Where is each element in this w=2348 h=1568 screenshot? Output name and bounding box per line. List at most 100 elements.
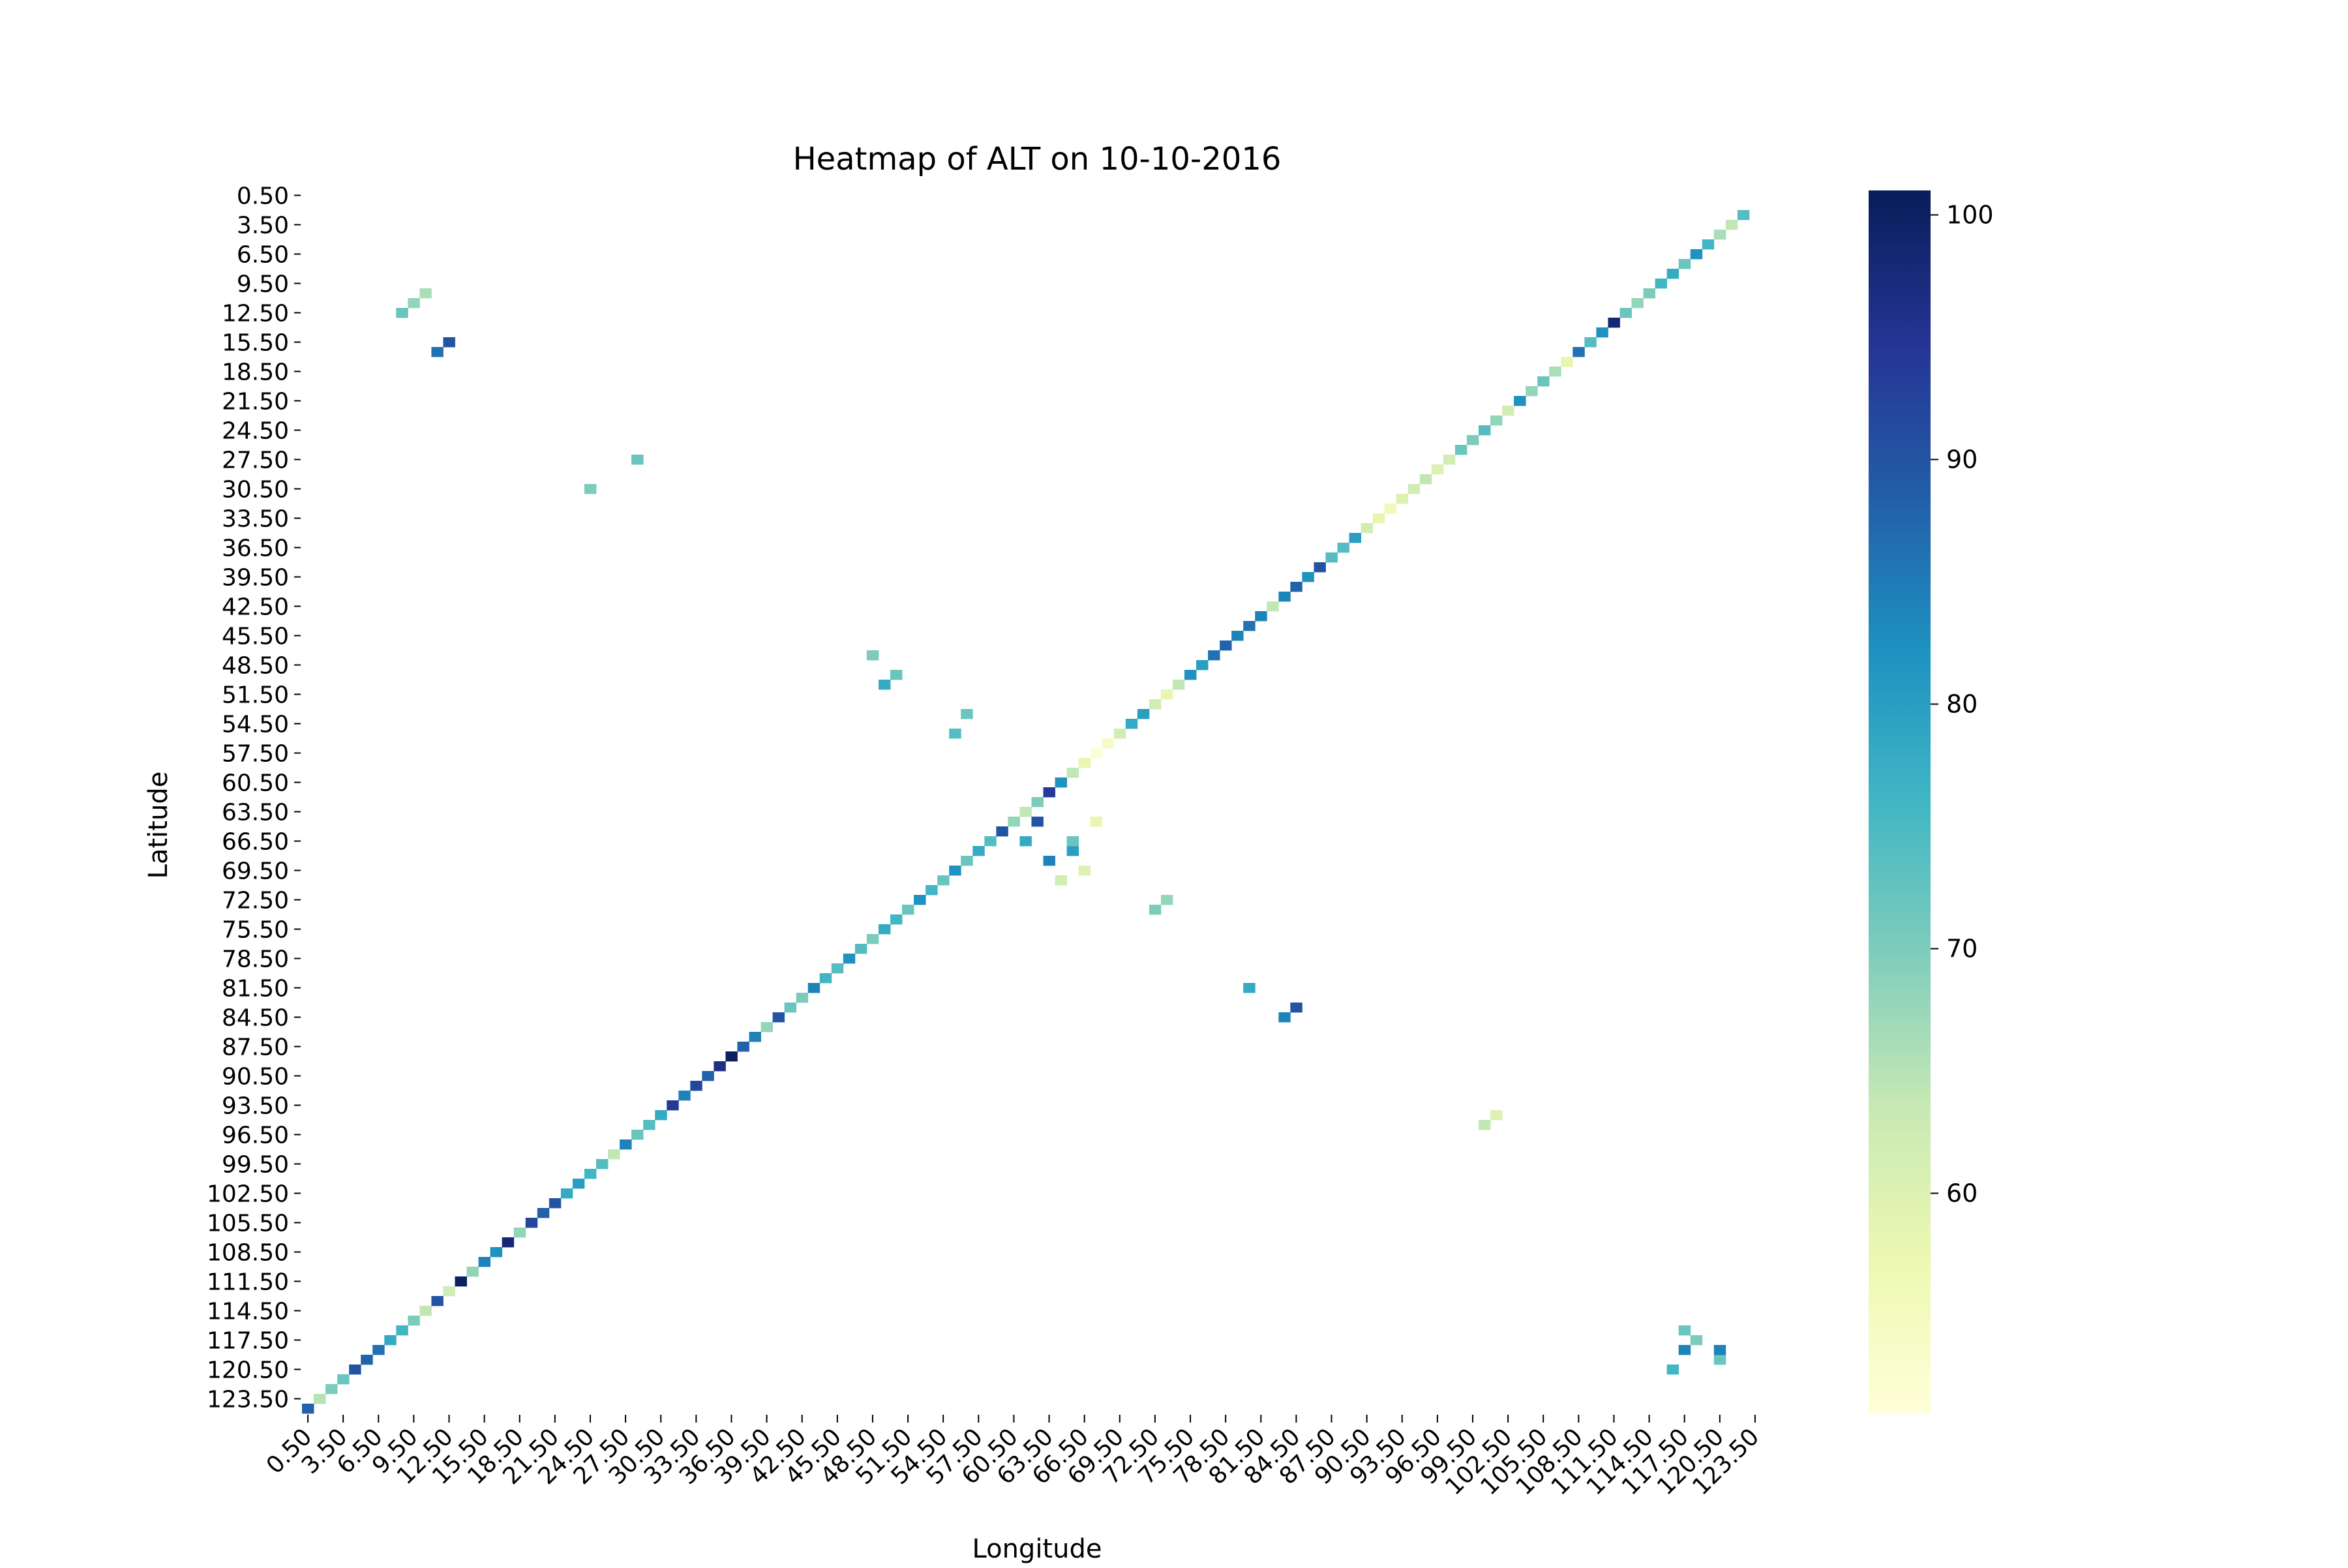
- heatmap-cell: [1302, 572, 1314, 582]
- heatmap-cell: [560, 1188, 573, 1199]
- heatmap-cell: [1125, 719, 1138, 729]
- heatmap-cell: [1490, 415, 1503, 426]
- heatmap-cell: [1314, 562, 1326, 573]
- heatmap-cell: [714, 1061, 726, 1072]
- colorbar-tick-label: 80: [1946, 690, 1978, 719]
- heatmap-cell: [419, 288, 432, 299]
- heatmap-cell: [584, 484, 597, 494]
- heatmap-cell: [643, 1120, 655, 1130]
- y-tick-label: 0.50: [237, 183, 289, 210]
- heatmap-cell: [1019, 807, 1032, 817]
- y-tick-label: 90.50: [222, 1064, 289, 1091]
- y-tick-label: 78.50: [222, 946, 289, 973]
- y-tick-label: 72.50: [222, 888, 289, 914]
- heatmap-cell: [513, 1228, 526, 1238]
- heatmap-cell: [1043, 787, 1055, 798]
- heatmap-cell: [1619, 308, 1632, 318]
- heatmap-cell: [1466, 435, 1479, 445]
- heatmap-cell: [854, 944, 867, 954]
- heatmap-cell: [408, 1316, 420, 1326]
- heatmap-cell: [1008, 817, 1020, 827]
- heatmap-cell: [784, 1003, 797, 1013]
- y-tick-label: 12.50: [222, 301, 289, 327]
- y-tick-label: 87.50: [222, 1034, 289, 1061]
- heatmap-cell: [796, 993, 809, 1003]
- heatmap-cell: [961, 856, 973, 866]
- heatmap-cell: [1066, 846, 1079, 856]
- heatmap-cell: [1243, 983, 1256, 993]
- heatmap-cell: [337, 1374, 350, 1385]
- y-tick-label: 81.50: [222, 976, 289, 1003]
- y-tick-label: 63.50: [222, 800, 289, 826]
- y-tick-label: 102.50: [207, 1181, 289, 1208]
- colorbar-tick-label: 100: [1946, 201, 1994, 230]
- heatmap-cell: [408, 298, 420, 309]
- heatmap-cell: [1643, 288, 1655, 299]
- heatmap-cell: [490, 1247, 503, 1258]
- heatmap-cell: [760, 1022, 773, 1033]
- heatmap-cell: [1596, 327, 1608, 338]
- heatmap-cell: [914, 895, 926, 905]
- heatmap-cell: [1678, 1325, 1691, 1336]
- heatmap-cell: [1290, 582, 1302, 592]
- y-tick-label: 15.50: [222, 330, 289, 357]
- y-tick-label: 48.50: [222, 653, 289, 680]
- y-tick-label: 99.50: [222, 1152, 289, 1179]
- heatmap-cell: [431, 347, 444, 357]
- y-tick-label: 3.50: [237, 213, 289, 239]
- y-tick-label: 24.50: [222, 418, 289, 445]
- heatmap-cell: [478, 1257, 491, 1267]
- heatmap-cell: [1479, 425, 1491, 436]
- y-tick-label: 105.50: [207, 1211, 289, 1237]
- heatmap-cell: [419, 1306, 432, 1316]
- heatmap-cell: [1113, 729, 1126, 739]
- heatmap-cell: [631, 455, 644, 465]
- heatmap-cell: [1043, 856, 1055, 866]
- heatmap-cell: [1584, 337, 1597, 348]
- heatmap-cell: [1325, 552, 1338, 563]
- heatmap-cell: [1066, 836, 1079, 847]
- y-tick-label: 21.50: [222, 389, 289, 415]
- y-tick-label: 93.50: [222, 1093, 289, 1120]
- y-tick-label: 117.50: [207, 1328, 289, 1355]
- heatmap-cell: [1231, 631, 1244, 641]
- heatmap-cell: [1479, 1120, 1491, 1130]
- heatmap-cell: [772, 1012, 785, 1023]
- heatmap-cell: [1573, 347, 1585, 357]
- heatmap-cell: [1243, 621, 1256, 631]
- y-tick-label: 108.50: [207, 1240, 289, 1267]
- heatmap-cell: [890, 914, 903, 925]
- heatmap-cell: [1255, 611, 1267, 622]
- heatmap-cell: [1019, 836, 1032, 847]
- heatmap-cell: [690, 1081, 702, 1091]
- y-tick-label: 123.50: [207, 1387, 289, 1413]
- y-tick-label: 18.50: [222, 359, 289, 386]
- heatmap-cell: [961, 709, 973, 719]
- heatmap-cell: [572, 1179, 585, 1189]
- heatmap-cell: [737, 1042, 749, 1052]
- heatmap-cell: [1666, 269, 1679, 279]
- heatmap-cell: [1220, 641, 1232, 651]
- heatmap-cell: [1372, 513, 1385, 524]
- y-axis-label: Latitude: [143, 772, 173, 879]
- heatmap-cell: [902, 905, 914, 915]
- heatmap-cell: [843, 954, 856, 964]
- heatmap-cell: [314, 1394, 326, 1404]
- heatmap-cell: [537, 1208, 550, 1218]
- heatmap-cell: [1066, 768, 1079, 778]
- heatmap-cell: [1725, 220, 1738, 230]
- heatmap-cell: [1078, 758, 1091, 768]
- heatmap-cell: [1678, 259, 1691, 269]
- heatmap-cell: [1526, 386, 1538, 397]
- heatmap-cell: [361, 1355, 373, 1365]
- y-tick-label: 36.50: [222, 535, 289, 562]
- y-tick-label: 45.50: [222, 624, 289, 650]
- heatmap-cell: [655, 1110, 667, 1121]
- heatmap-cell: [372, 1345, 385, 1355]
- heatmap-cell: [1737, 210, 1750, 220]
- heatmap-cell: [1361, 523, 1374, 534]
- heatmap-cell: [1666, 1364, 1679, 1375]
- heatmap-cell: [1396, 494, 1409, 504]
